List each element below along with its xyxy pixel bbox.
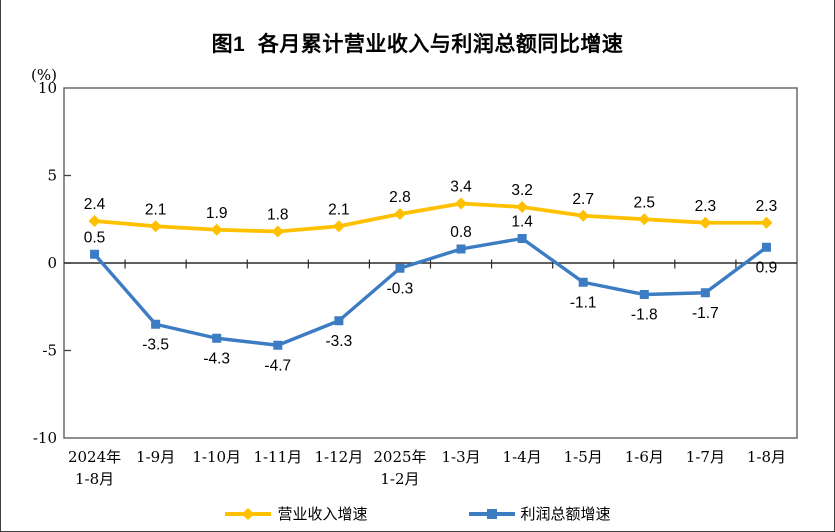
x-axis-category-label: 1-7月 [686,448,725,466]
x-axis-category-label: 1-8月 [75,470,114,488]
x-axis-category-label: 1-4月 [503,448,542,466]
series-line-0 [92,201,769,234]
x-axis-category-label: 1-12月 [315,448,364,466]
chart-legend: 营业收入增速 利润总额增速 [1,503,834,524]
y-axis-unit-label: (%) [31,66,57,84]
diamond-marker-icon [516,201,529,213]
data-point-label: 3.4 [450,179,472,196]
x-axis-category-label: 1-8月 [747,448,786,466]
legend-item-profit-growth: 利润总额增速 [468,503,611,524]
square-marker-icon [90,249,100,259]
y-axis: 10 5 0 -5 -10 (%) [31,66,71,447]
diamond-marker-icon [577,209,590,222]
y-axis-tick-label: 5 [47,167,57,185]
diamond-marker-icon [241,507,255,520]
data-point-label: -4.3 [203,350,230,367]
y-axis-tick-label: -10 [33,429,57,447]
y-axis-tick-label: 0 [47,254,57,272]
data-point-label: 0.5 [84,229,106,246]
data-point-label: 1.9 [206,205,228,222]
line-chart-canvas: 10 5 0 -5 -10 (%) 2024年 1-8月 1-9月 1-10月 1-11月 1-12月… [31,66,798,488]
square-marker-icon [761,242,771,252]
square-marker-icon [456,244,466,254]
data-point-label: 2.1 [328,201,350,218]
data-point-label: -1.1 [570,294,597,311]
x-axis-category-label: 1-10月 [192,448,241,466]
square-marker-icon [639,290,649,299]
square-marker-icon [212,333,222,343]
data-point-label: -3.3 [326,333,353,350]
diamond-marker-icon [271,225,284,238]
legend-swatch-revenue [225,507,272,520]
data-point-label: -4.7 [264,357,291,374]
series-0: 2.4 2.1 1.9 1.8 2.1 2.8 3.4 3.2 2.7 2.5 2.3 2.3 [84,179,777,238]
x-axis-category-label: 2024年 [68,448,121,466]
diamond-marker-icon [760,216,773,229]
square-marker-icon [395,263,405,273]
data-point-label: 2.5 [634,194,656,211]
data-point-label: 1.8 [267,207,289,224]
legend-label-revenue-growth: 营业收入增速 [277,505,368,523]
x-axis-category-label: 1-2月 [380,470,419,488]
series-line-1 [92,236,769,347]
series-1: 0.5 -3.5 -4.3 -4.7 -3.3 -0.3 0.8 1.4 -1.1 -1.8 -1.… [84,214,777,375]
legend-label-profit-growth: 利润总额增速 [520,505,611,523]
square-marker-icon [273,340,283,350]
square-marker-icon [486,508,497,519]
x-axis-category-label: 2025年 [373,448,426,466]
square-marker-icon [334,316,344,326]
data-point-label: -3.5 [142,336,169,353]
x-axis-category-label: 1-11月 [253,448,302,466]
data-point-label: 2.7 [572,191,594,208]
y-axis-tick-label: -5 [42,342,57,360]
x-axis-category-label: 1-9月 [136,448,175,466]
x-axis-category-label: 1-3月 [441,448,480,466]
data-point-label: -1.7 [692,305,719,322]
diamond-marker-icon [149,220,162,233]
data-point-label: -0.3 [387,280,414,297]
square-marker-icon [700,288,710,298]
square-marker-icon [517,234,527,243]
diamond-marker-icon [88,215,101,227]
square-marker-icon [151,319,161,329]
data-point-label: 1.4 [511,214,533,231]
diamond-marker-icon [210,223,223,236]
data-point-label: -1.8 [631,307,658,324]
x-axis-labels: 2024年 1-8月 1-9月 1-10月 1-11月 1-12月 2025年 1-2月 1-3… [68,448,786,488]
data-point-label: 3.2 [511,182,533,199]
diamond-marker-icon [638,213,651,226]
data-point-label: 2.1 [145,201,167,218]
data-point-label: 2.3 [756,198,778,215]
diamond-marker-icon [455,197,468,210]
x-axis-category-label: 1-5月 [564,448,603,466]
x-axis-category-label: 1-6月 [625,448,664,466]
y-axis-tick-label: 10 [38,79,57,97]
diamond-marker-icon [393,208,406,220]
data-point-label: 0.8 [450,224,472,241]
legend-swatch-profit [468,508,515,519]
data-point-label: 2.8 [389,189,411,206]
data-point-label: 0.9 [756,259,778,276]
zero-axis [64,259,797,269]
data-point-label: 2.3 [695,198,717,215]
square-marker-icon [578,277,588,287]
diamond-marker-icon [332,220,345,233]
legend-item-revenue-growth: 营业收入增速 [224,503,368,524]
chart-title: 图1 各月累计营业收入与利润总额同比增速 [211,33,624,56]
diamond-marker-icon [699,216,712,229]
data-point-label: 2.4 [84,196,106,213]
